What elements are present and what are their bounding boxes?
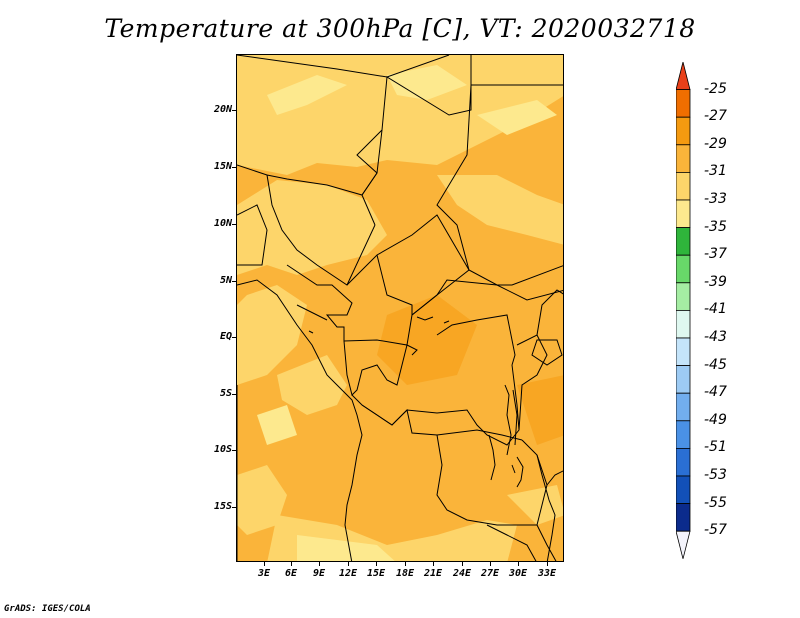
lon-label-30e: 30E	[508, 568, 528, 579]
colorbar-top-triangle	[676, 62, 691, 91]
colorbar-label: -37	[704, 246, 727, 263]
lon-tick	[490, 562, 491, 566]
lon-tick	[547, 562, 548, 566]
lon-tick	[405, 562, 406, 566]
colorbar-swatch	[676, 144, 691, 173]
colorbar-swatch	[676, 254, 691, 284]
lat-tick	[232, 167, 236, 168]
lat-tick	[232, 507, 236, 508]
lon-tick	[433, 562, 434, 566]
temperature-field	[237, 55, 563, 561]
lat-label-10s: 10S	[213, 444, 232, 455]
lat-label-5n: 5N	[219, 275, 232, 286]
lon-tick	[319, 562, 320, 566]
colorbar-swatch	[676, 447, 691, 477]
map-panel	[236, 54, 564, 562]
colorbar-swatch	[676, 227, 691, 256]
colorbar-swatch	[676, 309, 691, 339]
colorbar-swatch	[676, 116, 691, 146]
lon-tick	[264, 562, 265, 566]
colorbar-label: -31	[704, 163, 727, 180]
colorbar-label: -57	[704, 522, 727, 539]
colorbar-swatch	[676, 337, 691, 367]
colorbar-swatch	[676, 365, 691, 394]
lat-tick	[232, 337, 236, 338]
chart-title: Temperature at 300hPa [C], VT: 202003271…	[104, 14, 696, 43]
colorbar-swatch	[676, 420, 691, 449]
lon-label-9e: 9E	[312, 568, 326, 579]
colorbar-label: -35	[704, 218, 727, 235]
lat-tick	[232, 394, 236, 395]
colorbar-label: -43	[704, 329, 727, 345]
lat-tick	[232, 224, 236, 225]
lat-tick	[232, 110, 236, 111]
lat-label-10n: 10N	[213, 218, 232, 229]
colorbar-label: -25	[704, 80, 727, 97]
colorbar-swatch	[676, 392, 691, 422]
colorbar-swatch	[676, 503, 691, 532]
colorbar-label: -55	[704, 494, 727, 511]
colorbar-swatch	[676, 282, 691, 311]
colorbar-label: -51	[704, 439, 727, 456]
colorbar-label: -39	[704, 273, 727, 290]
lon-tick	[518, 562, 519, 566]
colorbar	[676, 62, 691, 559]
lat-label-5s: 5S	[219, 388, 232, 399]
lon-label-15e: 15E	[366, 568, 386, 579]
colorbar-label: -47	[704, 384, 727, 401]
lat-label-20n: 20N	[213, 104, 232, 115]
colorbar-bottom-triangle	[676, 530, 691, 559]
colorbar-label: -53	[704, 467, 727, 483]
lon-label-27e: 27E	[480, 568, 500, 579]
lat-label-eq: EQ	[219, 331, 232, 342]
colorbar-swatch	[676, 89, 691, 118]
colorbar-label: -27	[704, 108, 727, 125]
lon-label-12e: 12E	[338, 568, 358, 579]
lat-label-15n: 15N	[213, 161, 232, 172]
lon-label-6e: 6E	[284, 568, 298, 579]
lat-label-15s: 15S	[213, 501, 232, 512]
colorbar-label: -33	[704, 191, 727, 207]
lon-tick	[376, 562, 377, 566]
colorbar-label: -49	[704, 411, 727, 428]
lon-label-33e: 33E	[537, 568, 557, 579]
lon-label-21e: 21E	[423, 568, 443, 579]
colorbar-label: -45	[704, 356, 727, 373]
lon-tick	[291, 562, 292, 566]
colorbar-label: -29	[704, 135, 727, 152]
lon-label-18e: 18E	[395, 568, 415, 579]
lat-tick	[232, 281, 236, 282]
lon-label-3e: 3E	[257, 568, 271, 579]
colorbar-swatch	[676, 172, 691, 201]
colorbar-swatch	[676, 199, 691, 229]
lon-tick	[462, 562, 463, 566]
lat-tick	[232, 450, 236, 451]
lon-label-24e: 24E	[452, 568, 472, 579]
lon-tick	[348, 562, 349, 566]
colorbar-label: -41	[704, 301, 727, 318]
credit-text: GrADS: IGES/COLA	[4, 604, 91, 614]
colorbar-swatch	[676, 475, 691, 505]
